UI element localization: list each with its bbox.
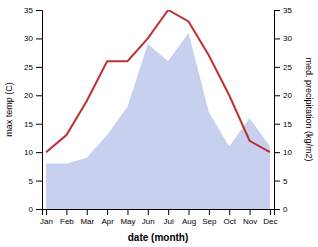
area xyxy=(46,33,270,209)
tick: Dec xyxy=(263,209,277,226)
tick-mark xyxy=(189,209,190,215)
tick-mark xyxy=(36,152,42,153)
plot: Jan Feb Mar Apr May Jun Jul Aug Sep Oct Nov Dec 0 5 10… xyxy=(4,6,314,243)
tick-label: Apr xyxy=(101,217,114,226)
tick: 15 xyxy=(24,120,42,129)
tick-mark xyxy=(229,209,230,215)
tick-label: 5 xyxy=(29,177,34,186)
tick-mark xyxy=(250,209,251,215)
tick-mark xyxy=(107,209,108,215)
axis-line xyxy=(275,11,281,210)
tick: Apr xyxy=(101,209,114,226)
tick-mark xyxy=(66,209,67,215)
tick-label: 10 xyxy=(24,148,33,157)
tick-mark xyxy=(274,152,280,153)
tick: 0 xyxy=(274,205,288,214)
tick: 30 xyxy=(274,34,292,43)
tick-label: Oct xyxy=(224,217,237,226)
tick-mark xyxy=(36,38,42,39)
tick-mark xyxy=(87,209,88,215)
tick-mark xyxy=(36,209,42,210)
tick: 25 xyxy=(274,63,292,72)
tick-mark xyxy=(274,124,280,125)
y2-axis-title: med. precipitation (kg/m2) xyxy=(304,57,314,161)
tick-mark xyxy=(36,10,42,11)
tick-mark xyxy=(148,209,149,215)
x-axis: Jan Feb Mar Apr May Jun Jul Aug Sep Oct Nov Dec xyxy=(40,209,277,226)
tick-label: 25 xyxy=(283,63,292,72)
tick-label: Dec xyxy=(263,217,277,226)
tick-mark xyxy=(36,124,42,125)
chart: Jan Feb Mar Apr May Jun Jul Aug Sep Oct Nov Dec 0 5 10… xyxy=(0,0,318,247)
tick-mark xyxy=(274,38,280,39)
tick-mark xyxy=(274,209,280,210)
tick: Feb xyxy=(60,209,74,226)
y2-axis: 0 5 10 15 20 25 30 35 xyxy=(274,6,292,214)
tick-mark xyxy=(270,209,271,215)
tick-label: 20 xyxy=(283,91,292,100)
tick: 20 xyxy=(274,91,292,100)
tick: 0 xyxy=(29,205,42,214)
tick: Jan xyxy=(40,209,53,226)
tick: Jul xyxy=(164,209,174,226)
tick-label: Jun xyxy=(142,217,155,226)
tick-label: Jul xyxy=(164,217,174,226)
tick: 25 xyxy=(24,63,42,72)
tick: 15 xyxy=(274,120,292,129)
tick-mark xyxy=(36,67,42,68)
tick-label: May xyxy=(120,217,135,226)
tick-label: Mar xyxy=(80,217,94,226)
tick-label: Jan xyxy=(40,217,53,226)
marks xyxy=(46,10,270,209)
axis-line xyxy=(36,11,43,210)
tick-mark xyxy=(274,10,280,11)
tick-label: 30 xyxy=(24,34,33,43)
tick-mark xyxy=(46,209,47,215)
tick-label: 30 xyxy=(283,34,292,43)
tick-label: 20 xyxy=(24,91,33,100)
tick: Oct xyxy=(224,209,237,226)
tick: 5 xyxy=(274,177,288,186)
tick-label: 35 xyxy=(24,6,33,15)
tick-mark xyxy=(274,95,280,96)
tick-mark xyxy=(274,181,280,182)
tick-mark xyxy=(36,95,42,96)
tick: Sep xyxy=(202,209,217,226)
tick: 30 xyxy=(24,34,42,43)
tick-label: Aug xyxy=(182,217,196,226)
tick-label: Sep xyxy=(202,217,217,226)
tick-label: 0 xyxy=(283,205,288,214)
tick-label: 5 xyxy=(283,177,288,186)
tick-mark xyxy=(209,209,210,215)
y-axis: 0 5 10 15 20 25 30 35 xyxy=(24,6,42,214)
tick: 10 xyxy=(274,148,292,157)
tick-label: 15 xyxy=(283,120,292,129)
tick-mark xyxy=(127,209,128,215)
tick: Aug xyxy=(182,209,196,226)
tick-label: 15 xyxy=(24,120,33,129)
line xyxy=(46,10,270,152)
tick-label: Feb xyxy=(60,217,74,226)
tick: Mar xyxy=(80,209,94,226)
axis-line xyxy=(43,210,275,216)
tick-mark xyxy=(274,67,280,68)
y-axis-title: max temp (C) xyxy=(4,82,14,137)
tick: 35 xyxy=(24,6,42,15)
tick-label: 10 xyxy=(283,148,292,157)
tick: Nov xyxy=(243,209,257,226)
tick: May xyxy=(120,209,135,226)
tick: 5 xyxy=(29,177,42,186)
tick-label: 35 xyxy=(283,6,292,15)
tick: 10 xyxy=(24,148,42,157)
tick-mark xyxy=(36,181,42,182)
tick: Jun xyxy=(142,209,155,226)
tick: 35 xyxy=(274,6,292,15)
tick: 20 xyxy=(24,91,42,100)
tick-label: Nov xyxy=(243,217,257,226)
tick-label: 25 xyxy=(24,63,33,72)
x-axis-title: date (month) xyxy=(128,232,189,243)
tick-mark xyxy=(168,209,169,215)
tick-label: 0 xyxy=(29,205,34,214)
